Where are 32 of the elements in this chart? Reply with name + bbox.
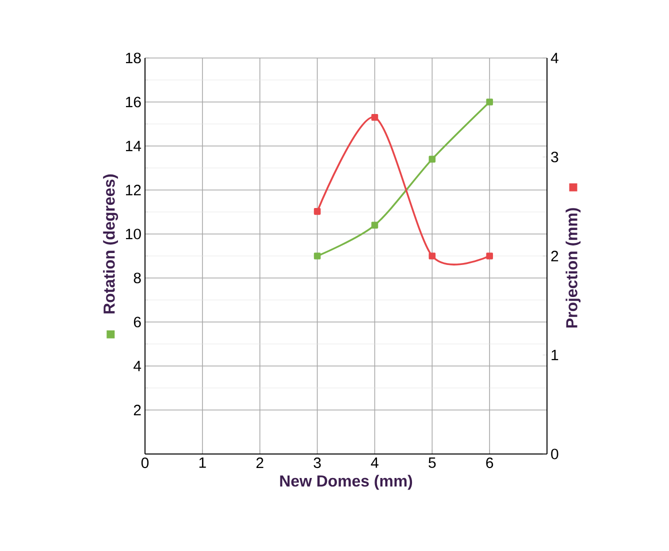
y-tick-label: 8 [134, 272, 141, 284]
y-axis-title: Rotation (degrees) [103, 174, 118, 314]
x-tick-label: 6 [486, 458, 494, 468]
y2-tick-label: 1 [552, 350, 558, 360]
point [428, 252, 436, 260]
y-tick-label: 10 [126, 228, 141, 240]
point [314, 208, 321, 215]
y-tick-label: 4 [134, 360, 142, 372]
y-tick-label: 12 [126, 184, 141, 196]
y2-tick-label: 3 [551, 152, 558, 162]
point [314, 252, 321, 260]
point [486, 98, 493, 106]
x-tick-label: 1 [199, 458, 206, 468]
x-axis-title: New Domes (mm) [280, 474, 412, 490]
y2-tick-label: 0 [551, 448, 558, 460]
y-tick-label: 18 [126, 52, 141, 64]
x-tick-label: 5 [428, 458, 436, 468]
x-tick-label: 4 [370, 458, 378, 468]
y-tick-label: 6 [134, 316, 141, 328]
x-tick-label: 0 [141, 458, 149, 468]
y2-tick-label: 2 [551, 250, 558, 262]
y-tick-label: 14 [126, 140, 142, 152]
point [428, 156, 436, 163]
y-tick-label: 2 [134, 404, 141, 416]
y-tick-label: 16 [126, 96, 141, 108]
y2-axis-title: Projection (mm) [566, 208, 581, 328]
x-tick-label: 2 [256, 458, 264, 468]
y2-tick-label: 4 [550, 52, 558, 64]
point [371, 222, 378, 229]
point [486, 252, 493, 260]
x-tick-label: 3 [314, 458, 321, 468]
point [371, 114, 378, 121]
